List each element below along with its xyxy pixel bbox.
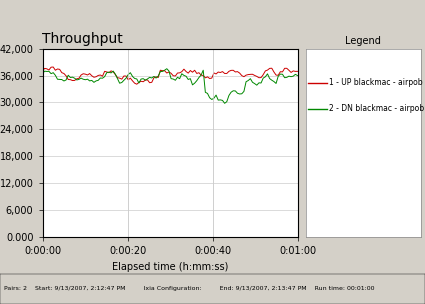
1 - UP blackmac - airpob (40, 69, 45, 73)
Line: 2 - DN blackmac - airpob: 2 - DN blackmac - airpob (42, 69, 298, 103)
2 - DN blackmac - airpob (218, 98, 223, 102)
Text: 1 - UP blackmac - airpob: 1 - UP blackmac - airpob (329, 78, 422, 87)
X-axis label: Elapsed time (h:mm:ss): Elapsed time (h:mm:ss) (112, 262, 228, 272)
Line: 1 - UP blackmac - airpob: 1 - UP blackmac - airpob (42, 67, 298, 84)
2 - DN blackmac - airpob (108, 71, 113, 75)
2 - DN blackmac - airpob (164, 67, 169, 71)
2 - DN blackmac - airpob (291, 74, 296, 78)
2 - DN blackmac - airpob (40, 72, 45, 75)
1 - UP blackmac - airpob (51, 65, 56, 69)
2 - DN blackmac - airpob (184, 74, 189, 78)
Text: Pairs: 2    Start: 9/13/2007, 2:12:47 PM         Ixia Configuration:         End: Pairs: 2 Start: 9/13/2007, 2:12:47 PM Ix… (4, 286, 375, 291)
1 - UP blackmac - airpob (295, 70, 300, 73)
1 - UP blackmac - airpob (186, 71, 191, 75)
2 - DN blackmac - airpob (295, 74, 300, 78)
1 - UP blackmac - airpob (110, 70, 116, 74)
1 - UP blackmac - airpob (134, 82, 139, 86)
2 - DN blackmac - airpob (222, 102, 227, 105)
1 - UP blackmac - airpob (96, 74, 101, 77)
2 - DN blackmac - airpob (94, 79, 99, 83)
Text: Throughput: Throughput (42, 32, 123, 46)
Text: 2 - DN blackmac - airpob: 2 - DN blackmac - airpob (329, 105, 424, 113)
Title: Legend: Legend (346, 36, 381, 47)
1 - UP blackmac - airpob (291, 69, 296, 73)
1 - UP blackmac - airpob (246, 73, 251, 76)
2 - DN blackmac - airpob (246, 79, 251, 82)
1 - UP blackmac - airpob (220, 70, 225, 74)
